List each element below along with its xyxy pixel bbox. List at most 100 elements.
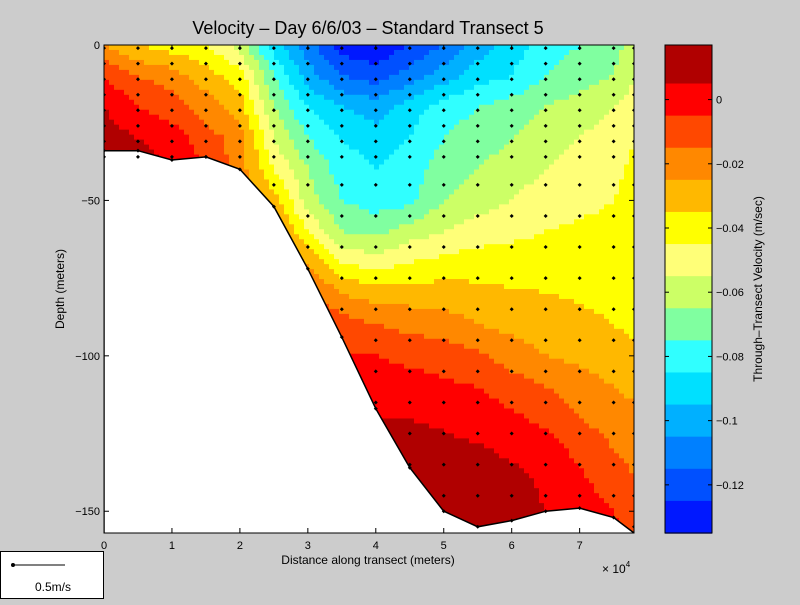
contour-cell [279, 199, 285, 205]
contour-cell [354, 303, 360, 310]
contour-cell [334, 104, 340, 111]
contour-cell [314, 139, 320, 146]
contour-cell [249, 119, 255, 126]
contour-cell [299, 194, 305, 200]
contour-cell [299, 84, 305, 91]
contour-cell [104, 79, 110, 86]
contour-cell [134, 139, 140, 146]
contour-cell [204, 64, 210, 71]
contour-cell [314, 84, 320, 91]
contour-cell [294, 174, 300, 181]
contour-cell [154, 119, 160, 126]
contour-cell [219, 114, 225, 121]
contour-cell [109, 144, 115, 151]
contour-cell [324, 104, 330, 111]
contour-cell [334, 298, 340, 305]
contour-cell [314, 119, 320, 126]
contour-cell [149, 84, 155, 91]
contour-cell [329, 293, 335, 300]
contour-cell [339, 289, 345, 295]
contour-cell [159, 69, 165, 76]
contour-cell [239, 124, 245, 131]
contour-cell [269, 129, 275, 136]
contour-cell [354, 154, 360, 161]
contour-cell [184, 59, 190, 66]
contour-cell [174, 154, 180, 161]
contour-cell [154, 124, 160, 131]
contour-cell [199, 69, 205, 76]
contour-cell [344, 84, 350, 91]
contour-cell [324, 74, 330, 81]
contour-cell [329, 154, 335, 161]
contour-cell [189, 139, 195, 146]
contour-cell [304, 74, 310, 81]
contour-cell [239, 134, 245, 141]
contour-cell [339, 194, 345, 200]
contour-cell [279, 179, 285, 186]
contour-cell [314, 154, 320, 161]
contour-cell [119, 119, 125, 126]
contour-cell [304, 259, 310, 265]
contour-cell [289, 189, 295, 195]
contour-cell [109, 84, 115, 91]
contour-cell [144, 99, 150, 106]
contour-cell [189, 64, 195, 71]
contour-cell [189, 124, 195, 131]
contour-cell [329, 249, 335, 255]
contour-cell [139, 99, 145, 106]
contour-cell [309, 214, 315, 220]
contour-cell [259, 139, 265, 146]
contour-cell [104, 129, 110, 136]
contour-cell [304, 224, 310, 230]
contour-cell [124, 129, 130, 136]
contour-cell [329, 99, 335, 106]
contour-cell [134, 104, 140, 111]
contour-cell [299, 169, 305, 176]
contour-cell [344, 199, 350, 205]
contour-cell [284, 194, 290, 200]
contour-cell [349, 84, 355, 91]
contour-cell [204, 94, 210, 101]
contour-cell [244, 104, 250, 111]
contour-cell [324, 189, 330, 195]
contour-cell [329, 119, 335, 126]
contour-cell [164, 45, 170, 51]
contour-cell [154, 49, 160, 56]
contour-cell [294, 239, 300, 245]
contour-cell [189, 154, 195, 161]
contour-cell [259, 49, 265, 56]
contour-cell [324, 284, 330, 290]
contour-cell [334, 159, 340, 166]
contour-cell [344, 298, 350, 305]
contour-cell [149, 129, 155, 136]
contour-cell [259, 79, 265, 86]
contour-cell [289, 49, 295, 56]
contour-cell [154, 144, 160, 151]
contour-cell [299, 199, 305, 205]
contour-cell [284, 69, 290, 76]
contour-cell [139, 49, 145, 56]
contour-cell [249, 109, 255, 116]
contour-cell [339, 134, 345, 141]
contour-cell [224, 45, 230, 51]
contour-cell [119, 129, 125, 136]
contour-cell [144, 45, 150, 51]
contour-cell [254, 129, 260, 136]
contour-cell [304, 99, 310, 106]
contour-cell [149, 45, 155, 51]
contour-cell [254, 119, 260, 126]
contour-cell [314, 124, 320, 131]
contour-cell [134, 99, 140, 106]
contour-cell [169, 54, 175, 61]
contour-cell [229, 134, 235, 141]
contour-cell [144, 54, 150, 61]
contour-cell [244, 74, 250, 81]
contour-cell [284, 204, 290, 210]
contour-cell [254, 154, 260, 161]
contour-cell [149, 144, 155, 151]
contour-cell [344, 318, 350, 325]
contour-cell [269, 64, 275, 71]
contour-cell [354, 363, 360, 370]
contour-cell [354, 194, 360, 200]
contour-cell [219, 139, 225, 146]
